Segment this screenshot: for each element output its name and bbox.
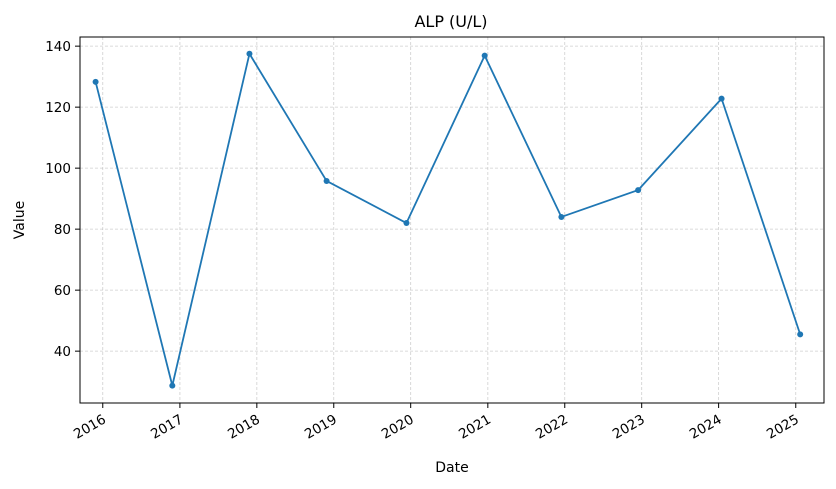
y-axis: 40 60 80 100 120 140 [45,39,80,360]
y-tick-label: 60 [54,283,71,299]
data-point [797,331,804,338]
data-point [635,187,642,194]
x-tick-label: 2022 [533,412,571,443]
x-tick-label: 2018 [225,412,263,443]
y-axis-label: Value [12,201,28,239]
x-tick-label: 2024 [687,412,725,443]
data-point [169,382,176,389]
series-layer [92,50,804,389]
x-tick-label: 2023 [610,412,648,443]
y-tick-label: 100 [45,161,71,177]
y-tick-label: 140 [45,39,71,55]
y-tick-label: 40 [54,344,71,360]
data-point [92,78,99,85]
data-point [558,213,565,220]
x-axis: 2016 2017 2018 2019 2020 2021 2022 2023 2024 2025 [71,403,802,443]
data-point [246,50,253,57]
x-tick-label: 2020 [379,412,417,443]
chart-title: ALP (U/L) [414,12,487,31]
x-tick-label: 2019 [302,412,340,443]
plot-frame [79,36,825,404]
data-point [718,95,725,102]
data-point [403,220,410,227]
data-point [481,52,488,59]
x-tick-label: 2021 [456,412,494,443]
x-tick-label: 2016 [71,412,109,443]
x-axis-label: Date [435,460,468,476]
y-tick-label: 80 [54,222,71,238]
series-line [94,52,802,387]
x-tick-label: 2017 [148,412,186,443]
data-point [323,177,330,184]
x-tick-label: 2025 [764,412,802,443]
y-tick-label: 120 [45,100,71,116]
grid [80,37,824,403]
